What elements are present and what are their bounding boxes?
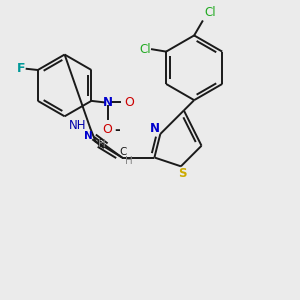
Text: N: N bbox=[150, 122, 160, 135]
Text: H: H bbox=[125, 156, 133, 166]
Text: C: C bbox=[96, 139, 103, 149]
Text: H: H bbox=[98, 139, 105, 149]
Text: O: O bbox=[124, 96, 134, 109]
Text: N: N bbox=[84, 131, 93, 141]
Text: N: N bbox=[103, 96, 112, 109]
Text: Cl: Cl bbox=[139, 43, 151, 56]
Text: Cl: Cl bbox=[204, 6, 215, 19]
Text: S: S bbox=[178, 167, 187, 180]
Text: NH: NH bbox=[69, 119, 87, 132]
Text: F: F bbox=[17, 62, 26, 75]
Text: C: C bbox=[120, 147, 127, 157]
Text: -: - bbox=[114, 123, 120, 137]
Text: O: O bbox=[102, 123, 112, 136]
